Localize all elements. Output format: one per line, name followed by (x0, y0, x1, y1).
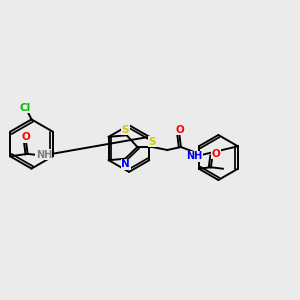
Text: S: S (122, 125, 129, 135)
Text: NH: NH (36, 150, 52, 160)
Text: NH: NH (186, 151, 203, 161)
Text: O: O (175, 125, 184, 135)
Text: S: S (148, 136, 156, 147)
Text: O: O (212, 149, 220, 159)
Text: Cl: Cl (20, 103, 31, 113)
Text: O: O (22, 132, 31, 142)
Text: N: N (122, 159, 130, 169)
